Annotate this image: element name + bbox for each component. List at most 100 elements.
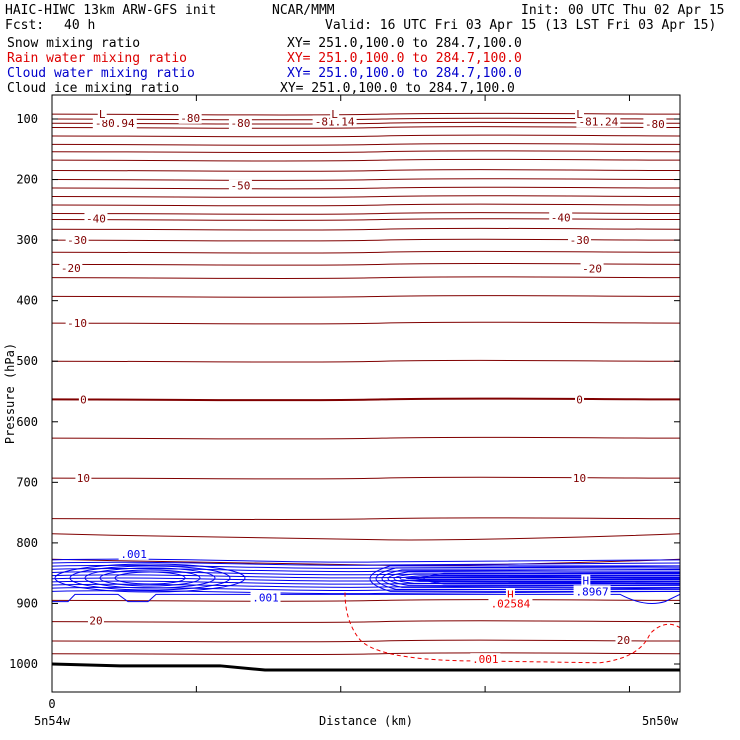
isotherm-label: -20 — [582, 263, 602, 276]
isotherm-line — [52, 150, 680, 154]
y-tick-label: 400 — [16, 294, 38, 308]
cloud-water-contour — [52, 577, 680, 582]
rain-label-bg — [488, 597, 533, 610]
cloud-water-core — [375, 567, 680, 590]
field-xy-snow: XY= 251.0,100.0 to 284.7,100.0 — [287, 36, 522, 51]
isotherm-line — [52, 212, 680, 215]
field-xy-cloud-ice: XY= 251.0,100.0 to 284.7,100.0 — [280, 81, 515, 96]
isotherm-line — [52, 436, 680, 440]
isotherm-line — [52, 112, 680, 116]
isotherm-line — [52, 134, 680, 138]
contour-lines — [52, 112, 680, 672]
isotherm-line — [52, 476, 680, 480]
plot-frame — [51, 94, 681, 693]
cloud-water-core — [387, 571, 680, 586]
cloud-water-label: .001 — [120, 548, 147, 561]
y-tick-label: 800 — [16, 536, 38, 550]
isotherm-label: -81.14 — [315, 115, 355, 128]
isotherm-label: 10 — [573, 472, 586, 485]
cloud-water-lobe — [69, 565, 231, 591]
y-tick-label: 700 — [16, 475, 38, 489]
isotherm-label: L — [576, 108, 583, 121]
field-name-cloud-ice: Cloud ice mixing ratio — [7, 81, 180, 96]
isotherm-label-bg — [228, 179, 252, 192]
cloud-water-lobe — [114, 571, 186, 585]
isotherm-label: 20 — [89, 614, 102, 627]
y-tick-label: 900 — [16, 596, 38, 610]
isotherm-label-bg — [65, 317, 89, 330]
x-end-label-right: 5n50w — [642, 714, 679, 728]
isotherm-line — [52, 517, 680, 521]
cloud-water-core — [417, 574, 680, 583]
model-title: HAIC-HIWC 13km ARW-GFS init — [5, 3, 217, 18]
isotherm-line — [52, 186, 680, 190]
isotherm-label: 0 — [80, 393, 87, 406]
field-xy-rain: XY= 251.0,100.0 to 284.7,100.0 — [287, 51, 522, 66]
isotherm-label: -40 — [86, 212, 106, 225]
forecast-hours: 40 h — [64, 18, 96, 33]
cloud-water-core — [411, 576, 680, 581]
y-tick-label: 1000 — [9, 657, 38, 671]
isotherm-label-bg — [97, 108, 107, 121]
cloud-water-contour — [52, 571, 680, 576]
cloud-water-core — [423, 572, 680, 585]
cloud-water-contour — [52, 574, 680, 579]
field-name-snow: Snow mixing ratio — [7, 36, 141, 51]
isotherm-label: 10 — [77, 472, 90, 485]
isotherm-label: -80 — [180, 112, 200, 125]
isotherm-line — [52, 397, 680, 402]
isotherm-label-bg — [571, 472, 588, 485]
isotherm-line — [52, 169, 680, 172]
isotherm-label-bg — [575, 108, 585, 121]
init-time: Init: 00 UTC Thu 02 Apr 15 — [521, 3, 725, 18]
isotherm-label: -20 — [61, 262, 81, 275]
isotherm-line — [52, 218, 680, 221]
contour-labels: -80 -80-80.94L-81.14L-81.24L-80-50-40 -40-… — [59, 108, 667, 666]
cloud-water-label-bg — [250, 591, 281, 604]
isotherm-label: L — [99, 108, 106, 121]
rain-label: H — [507, 588, 514, 601]
isotherm-label: -80 — [645, 118, 665, 131]
cloud-water-label: .8967 — [576, 585, 609, 598]
isotherm-line — [52, 321, 680, 325]
cloud-water-base — [52, 593, 680, 604]
isotherm-label: -80 — [230, 117, 250, 130]
valid-time: Valid: 16 UTC Fri 03 Apr 15 (13 LST Fri … — [325, 18, 717, 33]
y-axis-label: Pressure (hPa) — [3, 343, 17, 444]
field-name-cloud-water: Cloud water mixing ratio — [7, 66, 195, 81]
isotherm-label: L — [331, 108, 338, 121]
cloud-water-core — [381, 569, 680, 588]
isotherm-line — [52, 295, 680, 298]
isotherm-label-bg — [643, 117, 667, 130]
isotherm-label: 20 — [617, 634, 630, 647]
x-tick-label: 0 — [48, 697, 55, 711]
isotherm-label-bg — [330, 108, 340, 121]
isotherm-label-bg — [65, 234, 89, 247]
isotherm-label-bg — [75, 472, 92, 485]
cloud-water-lobe — [84, 567, 216, 589]
forecast-label: Fcst: — [5, 18, 45, 33]
isotherm-line — [52, 276, 680, 280]
cloud-water-label-bg — [581, 574, 591, 587]
cloud-water-label-bg — [573, 585, 611, 598]
isotherm-label: -81.24 — [578, 115, 618, 128]
cloud-water-label: .001 — [252, 591, 279, 604]
isotherm-line — [52, 639, 680, 643]
rain-label: .02584 — [491, 597, 531, 610]
isotherm-label-bg — [615, 633, 632, 646]
isotherm-label-bg — [580, 262, 604, 275]
isotherm-label: -30 — [67, 234, 87, 247]
isotherm-label-bg — [78, 393, 88, 406]
isotherm-label-bg — [228, 117, 252, 130]
isotherm-line — [52, 599, 680, 602]
isotherm-line — [52, 203, 680, 207]
cloud-water-label-bg — [118, 547, 149, 560]
y-tick-label: 500 — [16, 354, 38, 368]
rain-label: .001 — [472, 653, 499, 666]
isotherm-label: -80.94 — [95, 117, 135, 130]
isotherm-line — [52, 178, 680, 181]
isotherm-label: -10 — [67, 317, 87, 330]
x-axis-label: Distance (km) — [319, 714, 413, 728]
